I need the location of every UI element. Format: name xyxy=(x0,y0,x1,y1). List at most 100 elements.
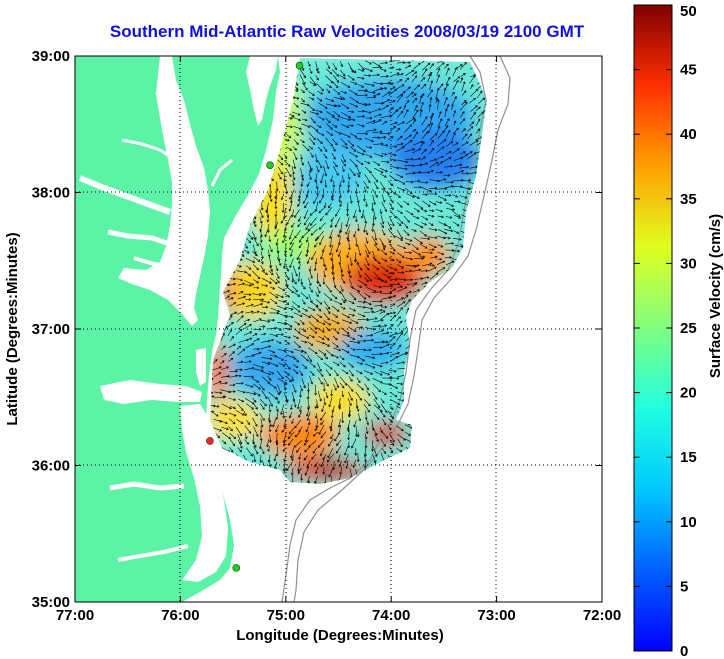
velocity-arrow xyxy=(428,248,435,252)
velocity-arrow xyxy=(413,179,421,183)
velocity-arrow xyxy=(452,142,459,147)
velocity-arrow xyxy=(358,279,368,286)
velocity-arrow xyxy=(365,333,374,337)
velocity-arrow xyxy=(421,200,431,207)
velocity-arrow xyxy=(291,301,301,308)
lon-tick-label: 77:00 xyxy=(56,607,94,624)
velocity-arrow xyxy=(315,305,322,312)
velocity-arrow xyxy=(237,282,245,286)
velocity-arrow xyxy=(317,90,324,95)
velocity-arrow xyxy=(460,111,465,118)
velocity-arrow xyxy=(453,230,460,234)
velocity-arrow xyxy=(412,148,422,154)
velocity-arrow xyxy=(356,284,363,288)
velocity-arrow xyxy=(365,154,373,158)
velocity-arrow xyxy=(213,412,219,417)
velocity-arrow xyxy=(403,140,413,147)
velocity-arrow xyxy=(388,295,397,299)
velocity-arrow xyxy=(283,314,294,319)
velocity-arrow xyxy=(436,178,447,182)
velocity-arrow xyxy=(443,87,447,97)
velocity-arrow xyxy=(305,250,309,257)
velocity-arrow xyxy=(326,453,335,463)
velocity-arrow xyxy=(380,173,387,178)
velocity-arrow xyxy=(243,360,252,364)
velocity-arrow xyxy=(309,270,313,279)
velocity-arrow xyxy=(353,420,357,428)
velocity-arrow xyxy=(293,126,303,130)
velocity-arrow xyxy=(420,156,426,161)
velocity-arrow xyxy=(323,165,328,177)
velocity-arrow xyxy=(373,243,380,251)
velocity-arrow xyxy=(403,294,409,300)
velocity-arrow xyxy=(346,208,349,217)
velocity-arrow xyxy=(372,391,378,400)
velocity-arrow xyxy=(322,258,326,267)
velocity-arrow xyxy=(308,96,315,101)
velocity-arrow xyxy=(358,62,365,71)
velocity-arrow xyxy=(388,257,395,262)
tidal-creek xyxy=(121,138,177,162)
velocity-arrow xyxy=(396,179,406,185)
velocity-arrow xyxy=(268,391,278,400)
velocity-arrow xyxy=(428,147,435,155)
velocity-arrow xyxy=(319,235,324,246)
velocity-arrow xyxy=(365,307,374,310)
velocity-arrow xyxy=(268,370,275,375)
velocity-arrow xyxy=(297,263,301,270)
velocity-arrow xyxy=(371,73,380,77)
velocity-arrow xyxy=(371,440,374,452)
velocity-arrow xyxy=(388,324,394,330)
velocity-arrow xyxy=(293,151,298,161)
velocity-arrow xyxy=(372,264,380,271)
velocity-arrow xyxy=(275,327,282,331)
velocity-arrow xyxy=(372,378,383,384)
velocity-arrow xyxy=(342,340,350,347)
velocity-arrow xyxy=(420,77,426,83)
velocity-arrow xyxy=(330,222,333,229)
velocity-arrow xyxy=(437,130,445,139)
velocity-arrow xyxy=(213,380,222,385)
velocity-arrow xyxy=(294,230,301,239)
velocity-arrow xyxy=(314,258,318,265)
velocity-arrow xyxy=(300,354,309,362)
velocity-arrow xyxy=(301,284,306,290)
velocity-arrow xyxy=(286,146,293,151)
velocity-arrow xyxy=(437,195,447,201)
velocity-arrow xyxy=(315,154,319,163)
velocity-arrow xyxy=(396,316,401,322)
velocity-arrow xyxy=(396,61,406,64)
velocity-arrow xyxy=(339,355,345,361)
velocity-arrow xyxy=(276,305,287,311)
velocity-arrow xyxy=(347,432,351,441)
velocity-arrow xyxy=(268,404,272,413)
velocity-arrow xyxy=(420,237,431,241)
velocity-arrow xyxy=(339,187,342,199)
velocity-arrow xyxy=(366,120,376,124)
velocity-arrow xyxy=(364,174,371,184)
velocity-arrow xyxy=(309,217,317,226)
velocity-arrow xyxy=(316,124,322,128)
velocity-arrow xyxy=(340,327,350,334)
velocity-arrow xyxy=(312,431,319,437)
velocity-arrow xyxy=(238,291,244,295)
velocity-arrow xyxy=(365,60,372,65)
velocity-arrow xyxy=(340,159,346,167)
velocity-arrow xyxy=(397,264,405,269)
velocity-arrow xyxy=(300,473,304,481)
velocity-arrow xyxy=(304,446,311,453)
velocity-arrow xyxy=(311,250,317,261)
neuse-river xyxy=(117,544,189,562)
velocity-arrow xyxy=(365,327,376,331)
velocity-arrow xyxy=(302,118,308,122)
velocity-arrow xyxy=(276,272,280,280)
velocity-arrow xyxy=(396,142,404,146)
velocity-arrow xyxy=(245,447,253,457)
velocity-arrow xyxy=(373,209,377,220)
velocity-arrow xyxy=(221,426,229,431)
velocity-arrow xyxy=(299,319,305,325)
velocity-arrow xyxy=(387,180,394,187)
velocity-arrow xyxy=(428,169,434,173)
velocity-arrow xyxy=(228,343,236,348)
lon-tick-label: 72:00 xyxy=(583,607,621,624)
